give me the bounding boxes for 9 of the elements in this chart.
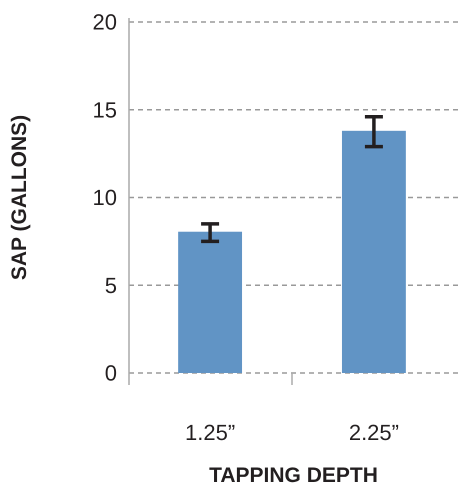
x-axis-title: TAPPING DEPTH <box>209 464 378 487</box>
y-tick-label: 10 <box>92 185 117 210</box>
x-tick-label: 2.25” <box>348 420 399 445</box>
y-axis-title: SAP (GALLONS) <box>8 114 31 280</box>
y-tick-label: 20 <box>92 10 117 34</box>
y-tick-label: 15 <box>92 97 117 122</box>
y-tick-label: 0 <box>104 360 117 386</box>
y-tick-label: 5 <box>104 272 117 298</box>
x-tick-label: 1.25” <box>185 420 236 445</box>
